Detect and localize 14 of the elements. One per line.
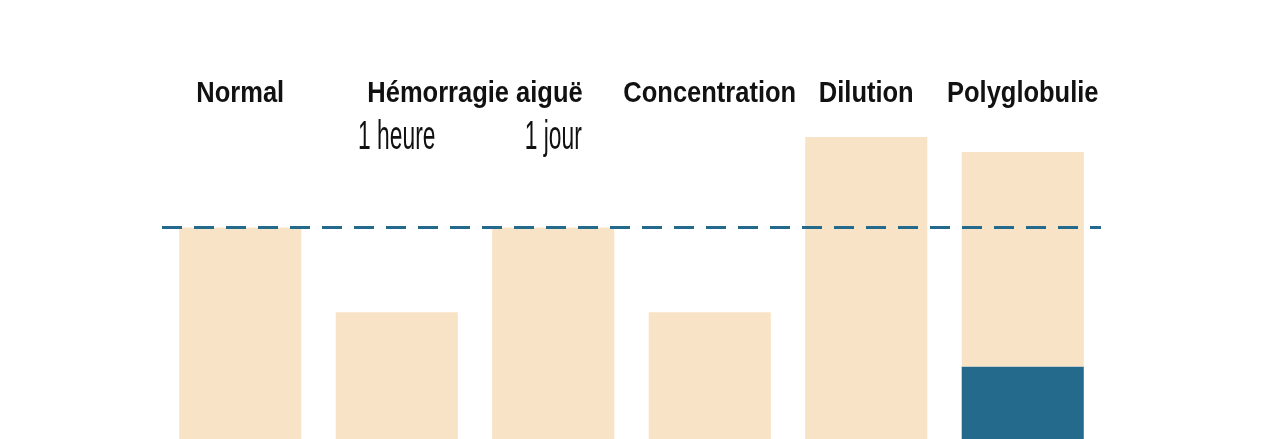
x-tick-label: Normal [196,75,285,109]
x-tick-label: 1 heure [358,112,436,158]
bar [648,312,771,439]
bar [335,312,458,439]
x-tick-label: Dilution [818,75,914,109]
bar [961,366,1084,439]
bar [492,227,615,439]
x-tick-label: Concentration [623,75,797,109]
text: Hémorragie aiguë [367,75,583,109]
x-tick-label: Polyglobulie [946,75,1099,109]
x-tick-label: 1 jour [524,112,582,158]
bar [805,137,928,439]
bar [179,227,302,439]
bar [961,152,1084,367]
